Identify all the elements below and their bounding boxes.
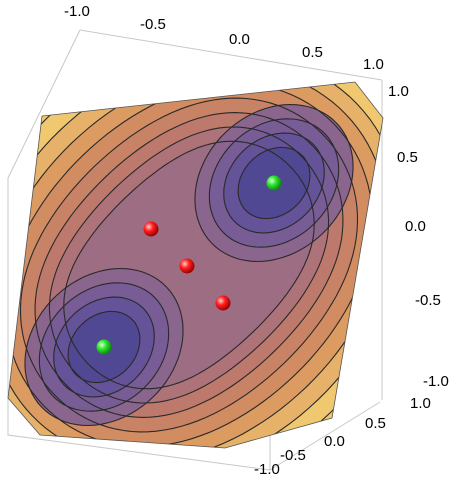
right-tick-label: -1.0 [423,373,449,390]
bottom-tick-label: -0.5 [280,447,306,464]
minima-points [96,175,282,355]
contour-line [63,140,315,390]
contour-line [223,132,325,234]
right-tick-label: 1.0 [388,83,409,100]
contour-line [19,97,359,433]
bottom-tick-label: 1.0 [410,395,431,412]
contour-line [53,296,155,398]
saddle-point [215,295,231,311]
top-tick-label: -0.5 [140,16,166,33]
minimum-point [96,339,112,355]
contour-line [34,112,344,418]
top-tick-label: 1.0 [363,56,384,73]
right-tick-label: 0.0 [405,218,426,235]
contour-line [24,267,184,427]
bottom-tick-label: -1.0 [254,461,280,478]
right-tick-label: -0.5 [415,292,441,309]
bottom-tick-label: 0.5 [365,415,386,432]
saddle-point [143,221,159,237]
bottom-axis: 1.0 0.5 0.0 -0.5 -1.0 [254,395,431,478]
bottom-tick-label: 0.0 [324,433,345,450]
contour-line [237,146,311,220]
top-tick-label: -1.0 [64,3,90,20]
saddle-points [143,221,231,311]
contour-line [67,310,141,384]
contour-line [48,126,330,404]
contour-surface [8,82,383,448]
right-axis: 1.0 0.5 0.0 -0.5 -1.0 [388,83,449,390]
contour-line [208,118,340,248]
surface-outline [7,81,384,449]
top-axis: -1.0 -0.5 0.0 0.5 1.0 [64,3,384,73]
right-tick-label: 0.5 [397,149,418,166]
bounding-box [7,29,383,471]
top-tick-label: 0.5 [302,44,323,61]
saddle-point [179,258,195,274]
contour-line [194,103,354,263]
top-tick-label: 0.0 [229,31,250,48]
contour-line [38,282,170,412]
minimum-point [266,175,282,191]
